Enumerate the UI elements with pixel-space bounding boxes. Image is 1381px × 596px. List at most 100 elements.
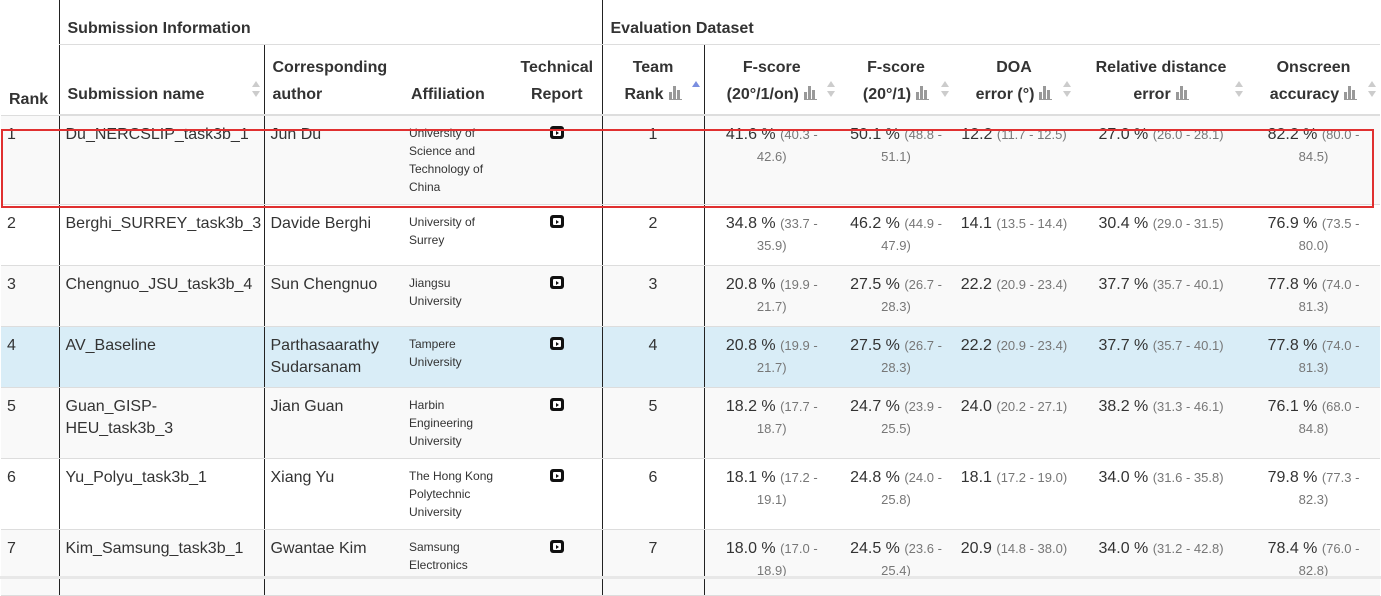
relative-distance-error-cell: 37.7 % (35.7 - 40.1) [1075, 326, 1247, 388]
table-row[interactable]: 3 Chengnuo_JSU_task3b_4 Sun Chengnuo Jiangs… [1, 265, 1380, 327]
report-link-icon[interactable] [549, 337, 564, 350]
technical-report-cell [512, 529, 602, 596]
author-cell: Gwantae Kim [263, 529, 403, 596]
table-row[interactable]: 2 Berghi_SURREY_task3b_3 Davide Berghi Univ… [1, 204, 1380, 266]
col-header-submission-name[interactable]: Submission name [58, 44, 264, 116]
sort-icon[interactable] [941, 81, 949, 97]
author-cell: Xiang Yu [263, 458, 403, 530]
submission-name-cell: Chengnuo_JSU_task3b_4 [58, 265, 264, 327]
onscreen-accuracy-cell: 76.1 % (68.0 - 84.8) [1247, 387, 1380, 459]
relative-distance-error-cell: 30.4 % (29.0 - 31.5) [1075, 204, 1247, 266]
fscore-cell: 50.1 % (48.8 - 51.1) [839, 115, 953, 205]
report-link-icon[interactable] [549, 398, 564, 411]
submission-name-cell: Du_NERCSLIP_task3b_1 [58, 115, 264, 205]
table-row[interactable]: 5 Guan_GISP-HEU_task3b_3 Jian Guan Harbin E… [1, 387, 1380, 459]
submission-name-cell: Guan_GISP-HEU_task3b_3 [58, 387, 264, 459]
sort-ascending-icon[interactable] [691, 81, 700, 97]
table-row[interactable]: 7 Kim_Samsung_task3b_1 Gwantae Kim Samsung … [1, 529, 1380, 596]
sort-icon[interactable] [1063, 81, 1071, 97]
col-header-relative-distance-error[interactable]: Relative distance error [1075, 44, 1247, 116]
onscreen-accuracy-cell: 78.4 % (76.0 - 82.8) [1247, 529, 1380, 596]
technical-report-cell [512, 265, 602, 327]
col-header-onscreen-accuracy[interactable]: Onscreen accuracy [1247, 44, 1380, 116]
doa-error-cell: 12.2 (11.7 - 12.5) [953, 115, 1075, 205]
table-row[interactable]: 4 AV_Baseline Parthasaarathy Sudarsanam Tam… [1, 326, 1380, 388]
sort-icon[interactable] [251, 81, 260, 97]
fscore-on-cell: 18.0 % (17.0 - 18.9) [703, 529, 839, 596]
fscore-on-cell: 18.2 % (17.7 - 18.7) [703, 387, 839, 459]
fscore-cell: 24.5 % (23.6 - 25.4) [839, 529, 953, 596]
col-header-team-rank[interactable]: Team Rank [601, 44, 704, 116]
onscreen-accuracy-cell: 79.8 % (77.3 - 82.3) [1247, 458, 1380, 530]
rank-cell: 6 [1, 458, 59, 530]
fscore-cell: 46.2 % (44.9 - 47.9) [839, 204, 953, 266]
bar-chart-icon[interactable] [1344, 86, 1358, 100]
affiliation-cell: The Hong Kong Polytechnic University [403, 458, 512, 530]
bar-chart-icon[interactable] [803, 86, 817, 100]
submission-name-cell: Kim_Samsung_task3b_1 [58, 529, 264, 596]
report-link-icon[interactable] [549, 276, 564, 289]
relative-distance-error-cell: 34.0 % (31.6 - 35.8) [1075, 458, 1247, 530]
fscore-cell: 27.5 % (26.7 - 28.3) [839, 265, 953, 327]
submission-name-cell: AV_Baseline [58, 326, 264, 388]
col-header-fscore[interactable]: F-score (20°/1) [839, 44, 953, 116]
col-header-technical-report[interactable]: Technical Report [512, 44, 602, 116]
rank-cell: 5 [1, 387, 59, 459]
doa-error-cell: 22.2 (20.9 - 23.4) [953, 265, 1075, 327]
rank-cell: 2 [1, 204, 59, 266]
bar-chart-icon[interactable] [916, 86, 930, 100]
sort-icon[interactable] [827, 81, 835, 97]
relative-distance-error-cell: 27.0 % (26.0 - 28.1) [1075, 115, 1247, 205]
author-cell: Sun Chengnuo [263, 265, 403, 327]
technical-report-cell [512, 326, 602, 388]
fscore-on-cell: 18.1 % (17.2 - 19.1) [703, 458, 839, 530]
relative-distance-error-cell: 38.2 % (31.3 - 46.1) [1075, 387, 1247, 459]
technical-report-cell [512, 204, 602, 266]
team-rank-cell: 7 [601, 529, 704, 596]
team-rank-cell: 6 [601, 458, 704, 530]
fscore-cell: 27.5 % (26.7 - 28.3) [839, 326, 953, 388]
rank-cell: 3 [1, 265, 59, 327]
col-header-doa-error[interactable]: DOA error (°) [953, 44, 1075, 116]
table-row[interactable]: 1 Du_NERCSLIP_task3b_1 Jun Du University of… [1, 115, 1380, 205]
onscreen-accuracy-cell: 76.9 % (73.5 - 80.0) [1247, 204, 1380, 266]
doa-error-cell: 14.1 (13.5 - 14.4) [953, 204, 1075, 266]
col-header-affiliation[interactable]: Affiliation [403, 44, 512, 116]
doa-error-cell: 24.0 (20.2 - 27.1) [953, 387, 1075, 459]
affiliation-cell: Samsung Electronics [403, 529, 512, 596]
report-link-icon[interactable] [549, 469, 564, 482]
sort-icon[interactable] [1235, 81, 1243, 97]
group-header-submission: Submission Information [58, 0, 602, 45]
col-header-fscore-on[interactable]: F-score (20°/1/on) [703, 44, 839, 116]
doa-error-cell: 20.9 (14.8 - 38.0) [953, 529, 1075, 596]
report-link-icon[interactable] [549, 215, 564, 228]
sort-icon[interactable] [1368, 81, 1376, 97]
affiliation-cell: University of Surrey [403, 204, 512, 266]
affiliation-cell: Tampere University [403, 326, 512, 388]
affiliation-cell: Harbin Engineering University [403, 387, 512, 459]
onscreen-accuracy-cell: 82.2 % (80.0 - 84.5) [1247, 115, 1380, 205]
bar-chart-icon[interactable] [1175, 86, 1189, 100]
technical-report-cell [512, 387, 602, 459]
author-cell: Parthasaarathy Sudarsanam [263, 326, 403, 388]
bar-chart-icon[interactable] [668, 86, 682, 100]
fscore-on-cell: 41.6 % (40.3 - 42.6) [703, 115, 839, 205]
team-rank-cell: 3 [601, 265, 704, 327]
doa-error-cell: 18.1 (17.2 - 19.0) [953, 458, 1075, 530]
author-cell: Jun Du [263, 115, 403, 205]
team-rank-cell: 2 [601, 204, 704, 266]
fscore-on-cell: 34.8 % (33.7 - 35.9) [703, 204, 839, 266]
group-header-evaluation: Evaluation Dataset [601, 0, 1380, 45]
report-link-icon[interactable] [549, 540, 564, 553]
relative-distance-error-cell: 34.0 % (31.2 - 42.8) [1075, 529, 1247, 596]
fscore-on-cell: 20.8 % (19.9 - 21.7) [703, 265, 839, 327]
bar-chart-icon[interactable] [1039, 86, 1053, 100]
rank-cell: 4 [1, 326, 59, 388]
col-header-corresponding-author[interactable]: Corresponding author [263, 44, 403, 116]
team-rank-cell: 1 [601, 115, 704, 205]
submission-name-cell: Berghi_SURREY_task3b_3 [58, 204, 264, 266]
table-row[interactable]: 6 Yu_Polyu_task3b_1 Xiang Yu The Hong Kong … [1, 458, 1380, 530]
col-header-rank[interactable]: Rank [1, 0, 59, 116]
report-link-icon[interactable] [549, 126, 564, 139]
